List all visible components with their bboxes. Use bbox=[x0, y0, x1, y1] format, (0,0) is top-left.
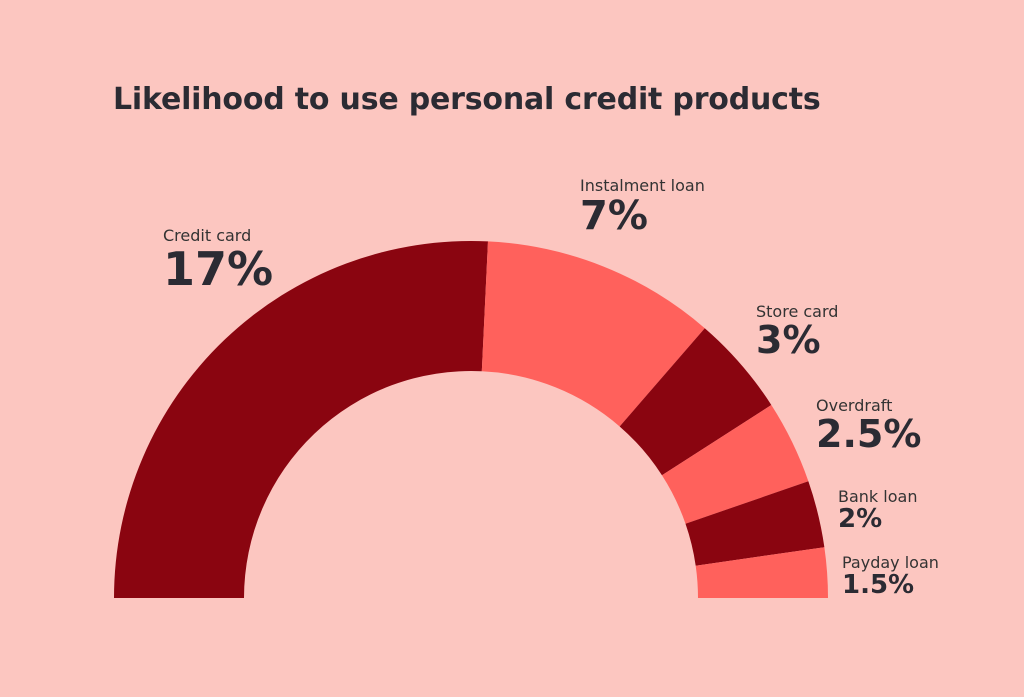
label-bank-loan: Bank loan 2% bbox=[838, 487, 917, 533]
segment-name: Credit card bbox=[163, 226, 252, 245]
label-store-card: Store card 3% bbox=[756, 302, 838, 361]
segment-store-card bbox=[619, 328, 772, 476]
label-instalment-loan: Instalment loan 7% bbox=[580, 176, 705, 237]
segment-value: 3% bbox=[756, 318, 821, 362]
segment-value: 17% bbox=[163, 242, 274, 296]
segment-overdraft bbox=[661, 404, 809, 524]
segment-credit-card bbox=[114, 241, 488, 598]
segment-value: 2% bbox=[838, 504, 883, 534]
segment-value: 7% bbox=[580, 193, 648, 239]
segment-payday-loan bbox=[695, 547, 828, 598]
label-payday-loan: Payday loan 1.5% bbox=[842, 553, 939, 599]
segment-name: Instalment loan bbox=[580, 176, 705, 195]
segment-name: Bank loan bbox=[838, 487, 918, 506]
segment-name: Overdraft bbox=[816, 396, 893, 415]
chart-title: Likelihood to use personal credit produc… bbox=[113, 82, 821, 117]
label-credit-card: Credit card 17% bbox=[163, 226, 273, 293]
segment-value: 2.5% bbox=[816, 412, 922, 456]
segment-name: Payday loan bbox=[842, 553, 939, 572]
segment-instalment-loan bbox=[481, 241, 705, 427]
segment-name: Store card bbox=[756, 302, 839, 321]
segment-bank-loan bbox=[685, 481, 825, 566]
label-overdraft: Overdraft 2.5% bbox=[816, 396, 921, 455]
segment-value: 1.5% bbox=[842, 570, 915, 600]
